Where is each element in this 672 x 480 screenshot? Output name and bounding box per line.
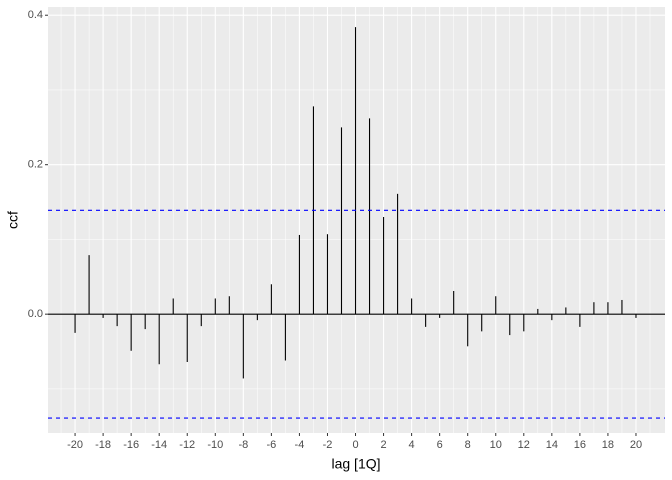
- x-tick-label: 14: [546, 439, 558, 451]
- x-tick-label: -18: [95, 439, 111, 451]
- x-tick-label: 20: [630, 439, 642, 451]
- x-tick-label: -10: [207, 439, 223, 451]
- y-tick-label: 0.0: [28, 308, 43, 320]
- x-tick-label: -16: [123, 439, 139, 451]
- x-tick-label: 10: [490, 439, 502, 451]
- panel: [48, 7, 665, 433]
- x-tick-label: 4: [409, 439, 415, 451]
- x-tick-label: 2: [381, 439, 387, 451]
- x-tick-label: 6: [437, 439, 443, 451]
- x-tick-label: -20: [67, 439, 83, 451]
- x-tick-label: -2: [323, 439, 333, 451]
- y-tick-label: 0.4: [28, 9, 43, 21]
- x-tick-label: 8: [465, 439, 471, 451]
- y-axis-title: ccf: [5, 211, 21, 229]
- x-tick-label: -12: [179, 439, 195, 451]
- y-tick-label: 0.2: [28, 159, 43, 171]
- x-tick-label: -6: [266, 439, 276, 451]
- x-axis-title: lag [1Q]: [331, 456, 380, 472]
- x-tick-label: 16: [574, 439, 586, 451]
- x-tick-label: -4: [295, 439, 305, 451]
- x-tick-label: 18: [602, 439, 614, 451]
- x-tick-label: -14: [151, 439, 167, 451]
- x-tick-label: -8: [238, 439, 248, 451]
- x-tick-label: 0: [352, 439, 358, 451]
- x-tick-label: 12: [518, 439, 530, 451]
